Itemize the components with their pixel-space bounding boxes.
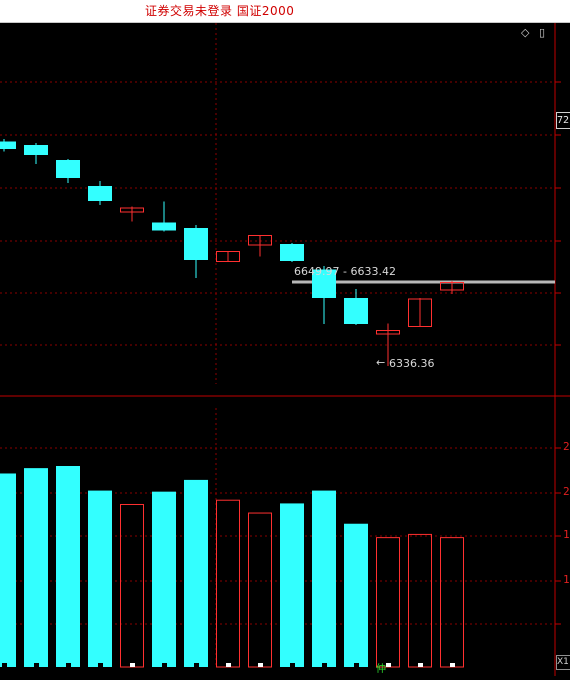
volume-bar-up — [408, 533, 432, 668]
volume-marker — [98, 663, 103, 667]
volume-marker — [130, 663, 135, 667]
volume-marker — [386, 663, 391, 667]
volume-marker — [162, 663, 167, 667]
volume-bar-down — [344, 523, 368, 667]
window-title: 证券交易未登录 国证2000 — [145, 4, 295, 18]
candle-body-down — [0, 141, 16, 149]
volume-tick-label: 2 — [563, 440, 570, 453]
range-label: 6649.97 - 6633.42 — [294, 265, 396, 278]
candle-body-down — [88, 186, 112, 201]
price-axis-label: 72 — [556, 112, 570, 129]
volume-bar-down — [280, 503, 304, 667]
candle-body-down — [152, 222, 176, 231]
volume-marker — [194, 663, 199, 667]
volume-bar-down — [152, 491, 176, 667]
bottom-glyph: 仲 — [376, 664, 386, 675]
candlestick-chart[interactable] — [0, 23, 570, 676]
zoom-label[interactable]: X1 — [556, 655, 570, 670]
volume-tick-label: 1 — [563, 528, 570, 541]
candle-body-up — [120, 207, 144, 213]
candles — [0, 139, 464, 366]
volume-bar-up — [120, 503, 144, 668]
volume-tick-label: 2 — [563, 485, 570, 498]
volume-bar-down — [56, 466, 80, 667]
volume-marker — [322, 663, 327, 667]
candle-body-up — [376, 330, 400, 335]
candle-body-up — [248, 235, 272, 246]
volume-bar-up — [376, 537, 400, 668]
volume-tick-label: 1 — [563, 573, 570, 586]
volume-bar-down — [0, 473, 16, 667]
volume-marker — [418, 663, 423, 667]
candle-body-down — [24, 145, 48, 155]
volume-marker — [450, 663, 455, 667]
volume-marker — [226, 663, 231, 667]
title-bar: 证券交易未登录 国证2000 — [0, 0, 570, 23]
volume-bar-up — [440, 537, 464, 668]
volume-marker — [290, 663, 295, 667]
candle-body-down — [312, 269, 336, 298]
window-icon[interactable]: ▯ — [539, 26, 546, 39]
volume-marker — [258, 663, 263, 667]
low-arrow-icon: ← — [376, 356, 386, 369]
diamond-icon[interactable]: ◇ — [521, 26, 530, 39]
candle-body-down — [56, 160, 80, 178]
volume-bar-down — [184, 479, 208, 667]
volume-marker — [34, 663, 39, 667]
candle-body-up — [216, 251, 240, 262]
volume-bar-down — [24, 468, 48, 667]
candle-body-down — [184, 228, 208, 260]
candle-body-down — [280, 244, 304, 261]
volume-marker — [66, 663, 71, 667]
candle-body-up — [440, 282, 464, 291]
volume-marker — [354, 663, 359, 667]
volume-marker — [2, 663, 7, 667]
low-label: 6336.36 — [389, 357, 435, 370]
candle-body-up — [408, 298, 432, 327]
volume-bar-down — [88, 490, 112, 667]
volume-bar-down — [312, 490, 336, 667]
candle-body-down — [344, 298, 368, 324]
chart-area[interactable] — [0, 23, 570, 676]
volume-bar-up — [216, 499, 240, 668]
volume-bars — [0, 466, 464, 668]
